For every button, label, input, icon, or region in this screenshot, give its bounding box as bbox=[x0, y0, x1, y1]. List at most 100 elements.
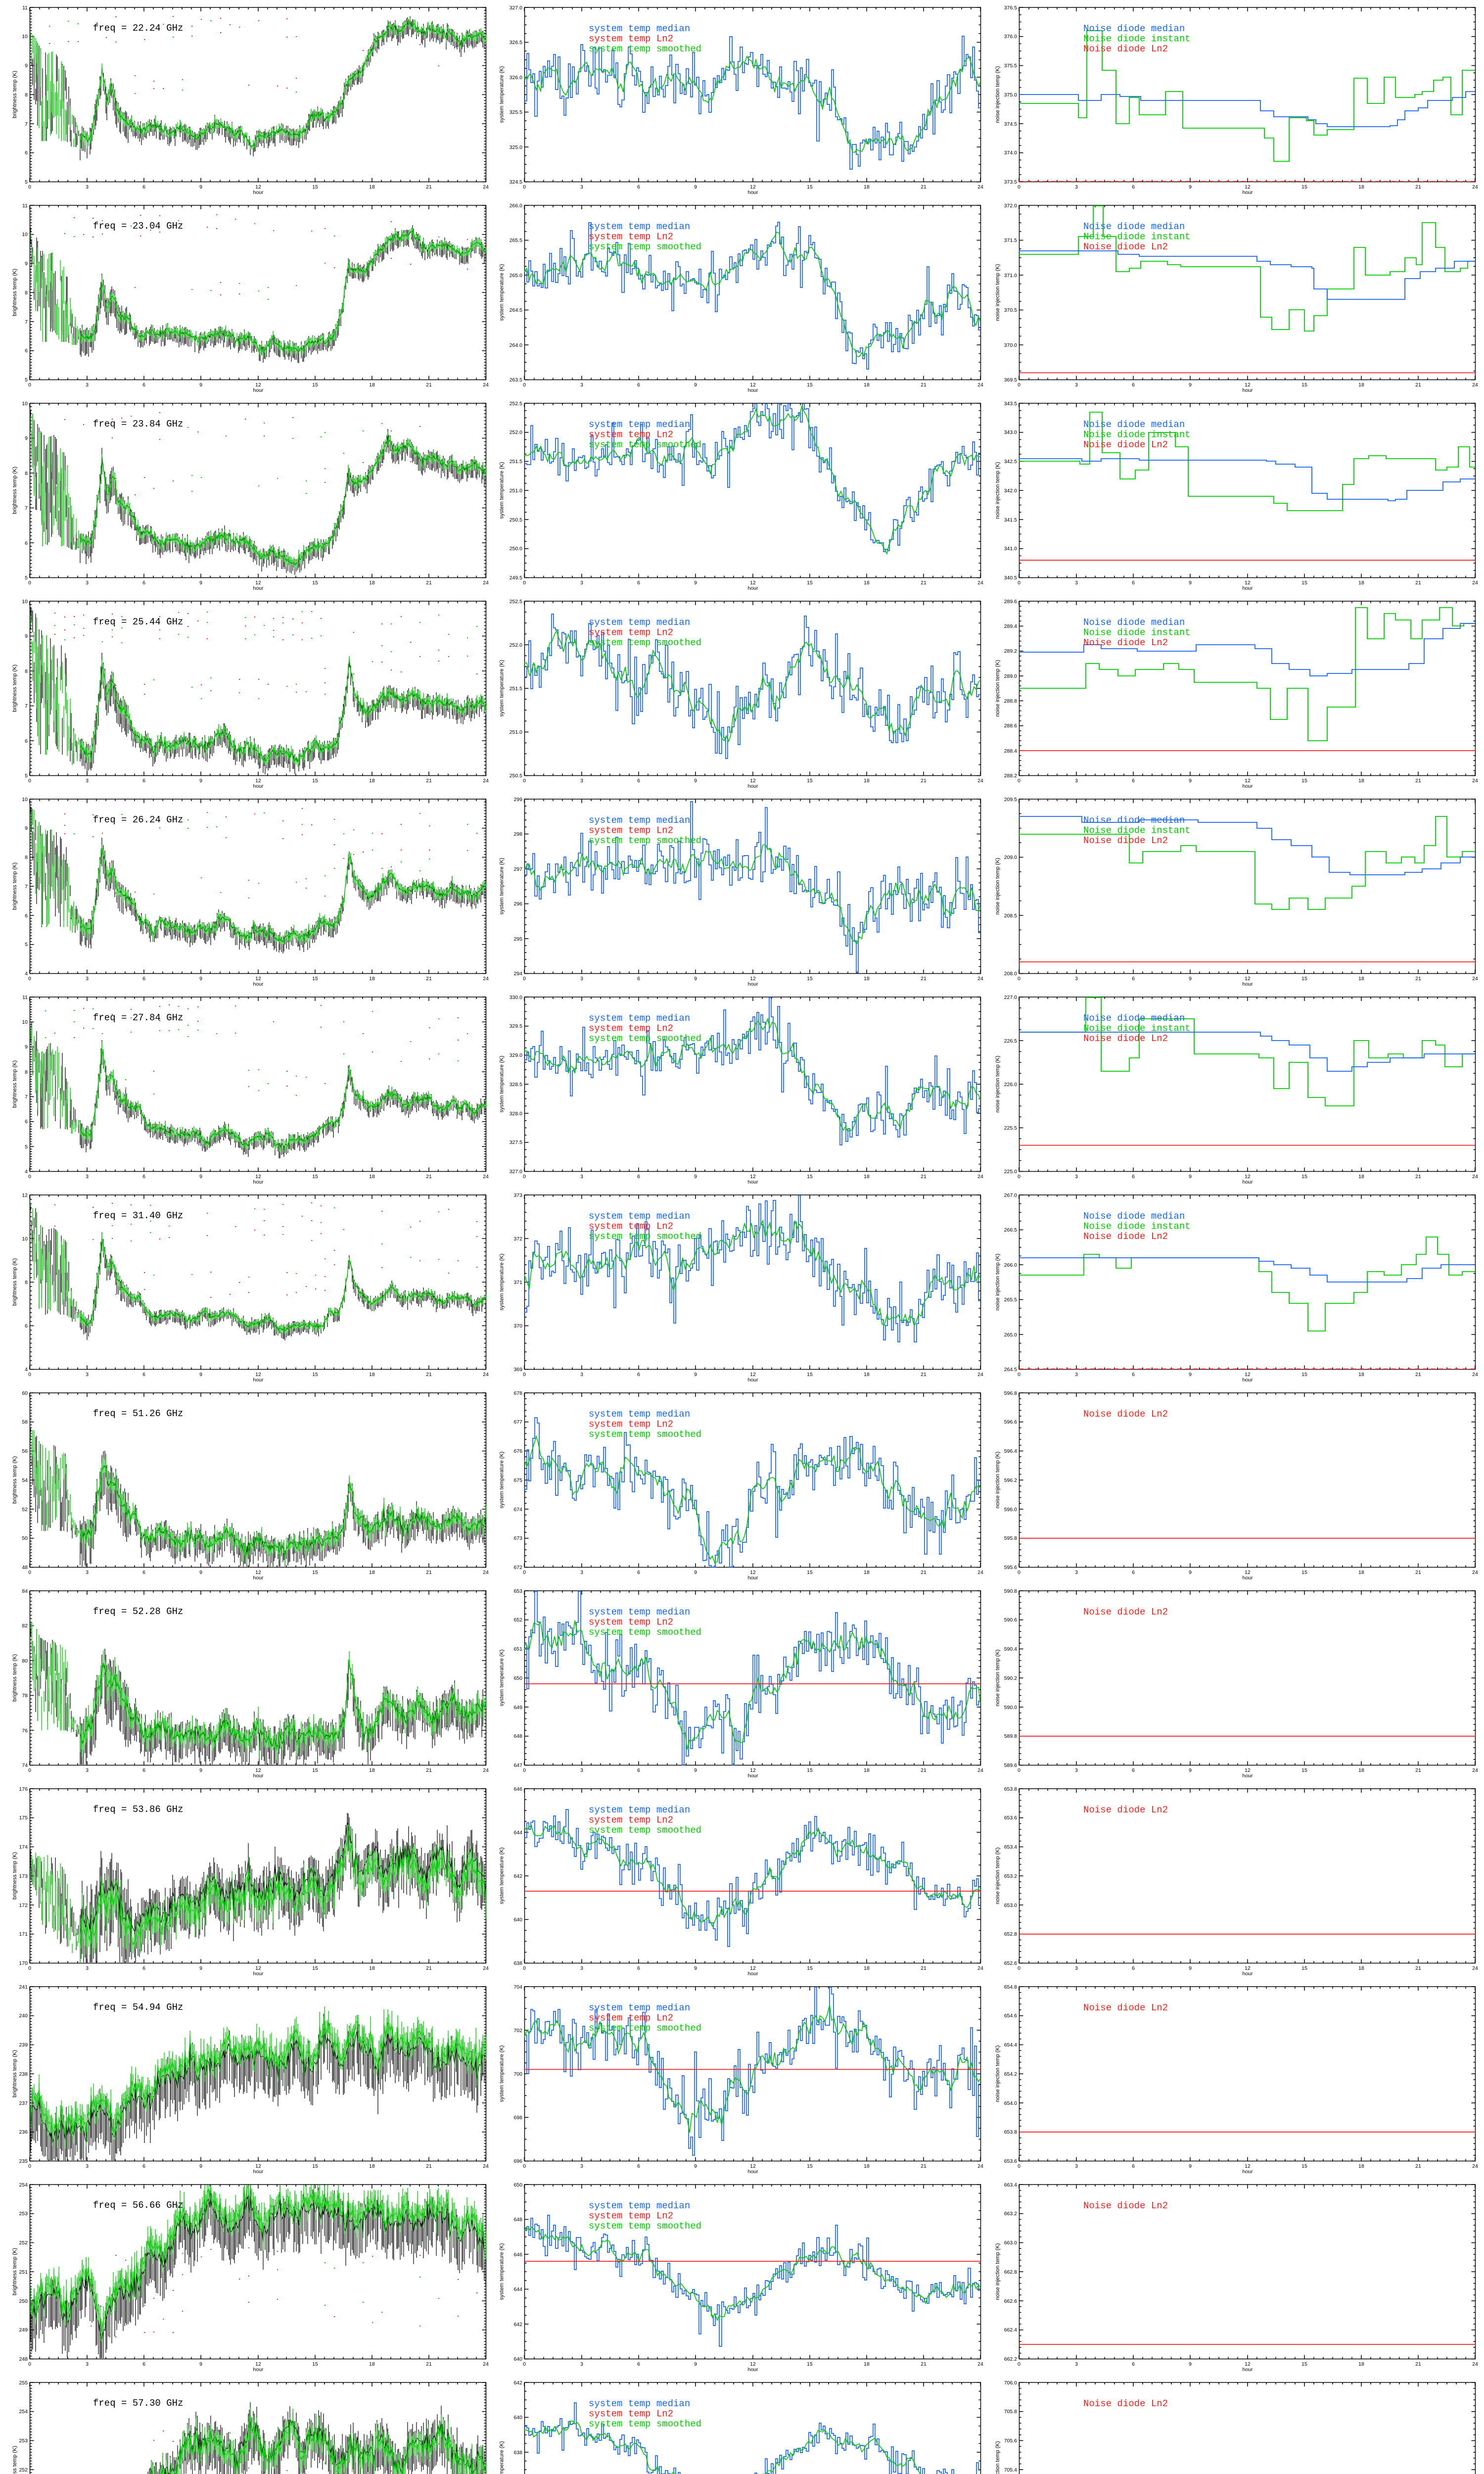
svg-text:596.6: 596.6 bbox=[1004, 1419, 1017, 1425]
svg-text:674: 674 bbox=[513, 1507, 522, 1513]
svg-text:650: 650 bbox=[513, 1675, 522, 1681]
svg-text:60: 60 bbox=[22, 1390, 28, 1396]
svg-text:6: 6 bbox=[25, 738, 28, 744]
svg-text:250.5: 250.5 bbox=[510, 517, 522, 523]
svg-text:650: 650 bbox=[513, 2182, 522, 2188]
svg-text:50: 50 bbox=[22, 1535, 28, 1541]
svg-text:52: 52 bbox=[22, 1507, 28, 1513]
svg-text:249.5: 249.5 bbox=[510, 575, 522, 581]
svg-text:7: 7 bbox=[25, 1094, 28, 1100]
svg-text:343.5: 343.5 bbox=[1004, 401, 1017, 407]
svg-text:265.0: 265.0 bbox=[510, 273, 522, 279]
svg-text:freq = 25.44 GHz: freq = 25.44 GHz bbox=[93, 617, 183, 627]
svg-text:252.5: 252.5 bbox=[510, 599, 522, 605]
svg-text:8: 8 bbox=[25, 1069, 28, 1075]
svg-text:48: 48 bbox=[22, 1565, 28, 1570]
svg-text:297: 297 bbox=[513, 866, 522, 872]
svg-text:235: 235 bbox=[19, 2158, 28, 2164]
svg-text:10: 10 bbox=[22, 1019, 28, 1025]
svg-text:78: 78 bbox=[22, 1693, 28, 1699]
svg-text:289.0: 289.0 bbox=[1004, 673, 1017, 679]
svg-text:239: 239 bbox=[19, 2042, 28, 2048]
svg-text:288.2: 288.2 bbox=[1004, 773, 1017, 779]
svg-text:372: 372 bbox=[513, 1236, 522, 1242]
svg-text:freq = 23.04 GHz: freq = 23.04 GHz bbox=[93, 221, 183, 232]
svg-text:175: 175 bbox=[19, 1815, 28, 1821]
svg-text:653.6: 653.6 bbox=[1004, 2158, 1017, 2164]
svg-text:289.4: 289.4 bbox=[1004, 623, 1017, 629]
svg-text:6: 6 bbox=[25, 1323, 28, 1329]
svg-text:294: 294 bbox=[513, 971, 522, 977]
svg-text:653.2: 653.2 bbox=[1004, 1873, 1017, 1879]
svg-text:595.6: 595.6 bbox=[1004, 1565, 1017, 1570]
svg-text:640: 640 bbox=[513, 1917, 522, 1923]
svg-text:236: 236 bbox=[19, 2129, 28, 2135]
svg-text:253: 253 bbox=[19, 2438, 28, 2444]
svg-text:326.0: 326.0 bbox=[510, 75, 522, 81]
svg-text:252: 252 bbox=[19, 2240, 28, 2246]
svg-text:374.5: 374.5 bbox=[1004, 121, 1017, 127]
svg-text:678: 678 bbox=[513, 1390, 522, 1396]
svg-text:6: 6 bbox=[25, 348, 28, 354]
svg-text:653: 653 bbox=[513, 1588, 522, 1594]
svg-text:10: 10 bbox=[22, 34, 28, 40]
svg-text:5: 5 bbox=[25, 575, 28, 581]
svg-text:370.0: 370.0 bbox=[1004, 342, 1017, 348]
svg-text:648: 648 bbox=[513, 1733, 522, 1739]
svg-text:369.5: 369.5 bbox=[1004, 377, 1017, 383]
svg-text:10: 10 bbox=[22, 232, 28, 238]
svg-text:208.0: 208.0 bbox=[1004, 971, 1017, 977]
svg-text:704: 704 bbox=[513, 1984, 522, 1990]
svg-text:327.0: 327.0 bbox=[510, 1169, 522, 1175]
svg-text:225.0: 225.0 bbox=[1004, 1169, 1017, 1175]
svg-text:677: 677 bbox=[513, 1419, 522, 1425]
svg-text:374.0: 374.0 bbox=[1004, 150, 1017, 156]
svg-text:672: 672 bbox=[513, 1565, 522, 1570]
svg-text:640: 640 bbox=[513, 2356, 522, 2362]
svg-text:freq = 57.30 GHz: freq = 57.30 GHz bbox=[93, 2398, 183, 2409]
svg-text:702: 702 bbox=[513, 2028, 522, 2034]
svg-text:74: 74 bbox=[22, 1762, 28, 1768]
svg-text:240: 240 bbox=[19, 2013, 28, 2019]
svg-text:8: 8 bbox=[25, 92, 28, 98]
svg-text:249: 249 bbox=[19, 2327, 28, 2333]
svg-text:freq = 27.84 GHz: freq = 27.84 GHz bbox=[93, 1012, 183, 1023]
svg-text:freq = 23.84 GHz: freq = 23.84 GHz bbox=[93, 419, 183, 429]
svg-text:329.0: 329.0 bbox=[510, 1052, 522, 1058]
svg-text:7: 7 bbox=[25, 505, 28, 511]
svg-text:596.8: 596.8 bbox=[1004, 1390, 1017, 1396]
svg-text:649: 649 bbox=[513, 1705, 522, 1711]
svg-text:662.8: 662.8 bbox=[1004, 2269, 1017, 2275]
svg-text:646: 646 bbox=[513, 2252, 522, 2258]
svg-text:170: 170 bbox=[19, 1960, 28, 1966]
svg-text:265.5: 265.5 bbox=[1004, 1297, 1017, 1303]
svg-text:640: 640 bbox=[513, 2415, 522, 2421]
svg-text:226.5: 226.5 bbox=[1004, 1038, 1017, 1044]
svg-text:644: 644 bbox=[513, 1830, 522, 1836]
svg-text:255: 255 bbox=[19, 2380, 28, 2386]
svg-text:226.0: 226.0 bbox=[1004, 1082, 1017, 1088]
svg-text:638: 638 bbox=[513, 1960, 522, 1966]
svg-text:342.0: 342.0 bbox=[1004, 488, 1017, 494]
svg-text:251.5: 251.5 bbox=[510, 459, 522, 465]
svg-text:296: 296 bbox=[513, 901, 522, 907]
svg-text:596.0: 596.0 bbox=[1004, 1507, 1017, 1513]
svg-text:209.5: 209.5 bbox=[1004, 797, 1017, 803]
svg-text:freq = 26.24 GHz: freq = 26.24 GHz bbox=[93, 814, 183, 825]
svg-text:341.0: 341.0 bbox=[1004, 546, 1017, 552]
svg-text:676: 676 bbox=[513, 1448, 522, 1454]
svg-text:596.2: 596.2 bbox=[1004, 1477, 1017, 1483]
svg-text:675: 675 bbox=[513, 1477, 522, 1483]
svg-text:76: 76 bbox=[22, 1728, 28, 1734]
svg-text:325.0: 325.0 bbox=[510, 144, 522, 150]
svg-text:369: 369 bbox=[513, 1367, 522, 1373]
svg-text:9: 9 bbox=[25, 63, 28, 69]
svg-text:705.8: 705.8 bbox=[1004, 2409, 1017, 2415]
svg-text:82: 82 bbox=[22, 1623, 28, 1629]
svg-text:642: 642 bbox=[513, 1873, 522, 1879]
svg-text:254: 254 bbox=[19, 2409, 28, 2415]
svg-text:6: 6 bbox=[25, 913, 28, 919]
svg-text:9: 9 bbox=[25, 633, 28, 639]
svg-text:589.6: 589.6 bbox=[1004, 1762, 1017, 1768]
svg-text:171: 171 bbox=[19, 1931, 28, 1937]
